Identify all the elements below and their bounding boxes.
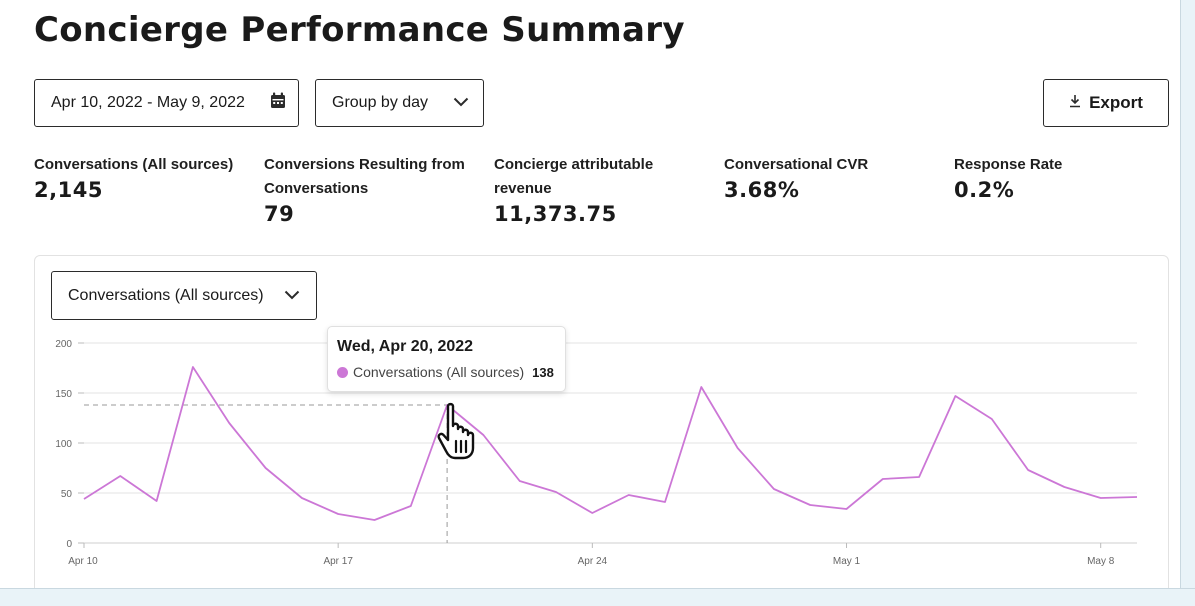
tooltip-series-name: Conversations (All sources) xyxy=(353,364,524,380)
tooltip-date: Wed, Apr 20, 2022 xyxy=(337,338,556,356)
x-tick-label: May 1 xyxy=(833,556,861,567)
page: Concierge Performance Summary Apr 10, 20… xyxy=(0,0,1180,588)
tooltip-value: 138 xyxy=(532,365,554,380)
x-tick-label: Apr 10 xyxy=(68,556,98,567)
scrollbar-track[interactable] xyxy=(1180,0,1195,588)
x-tick-label: Apr 17 xyxy=(323,556,353,567)
y-tick-label: 150 xyxy=(55,389,72,400)
y-tick-label: 200 xyxy=(55,339,72,350)
tooltip-row: Conversations (All sources) 138 xyxy=(337,364,556,380)
series-color-dot xyxy=(337,367,348,378)
bottom-edge xyxy=(0,588,1195,606)
chart-tooltip: Wed, Apr 20, 2022 Conversations (All sou… xyxy=(327,326,566,392)
y-tick-label: 0 xyxy=(66,539,72,550)
y-tick-label: 100 xyxy=(55,439,72,450)
x-tick-label: Apr 24 xyxy=(578,556,608,567)
x-tick-label: May 8 xyxy=(1087,556,1115,567)
y-tick-label: 50 xyxy=(61,489,73,500)
line-chart[interactable]: 0 50 100 150 200 Apr 10 Apr 17 Apr 24 May 1 May 8 xyxy=(0,0,1180,588)
hand-pointer-cursor-icon xyxy=(436,402,492,469)
